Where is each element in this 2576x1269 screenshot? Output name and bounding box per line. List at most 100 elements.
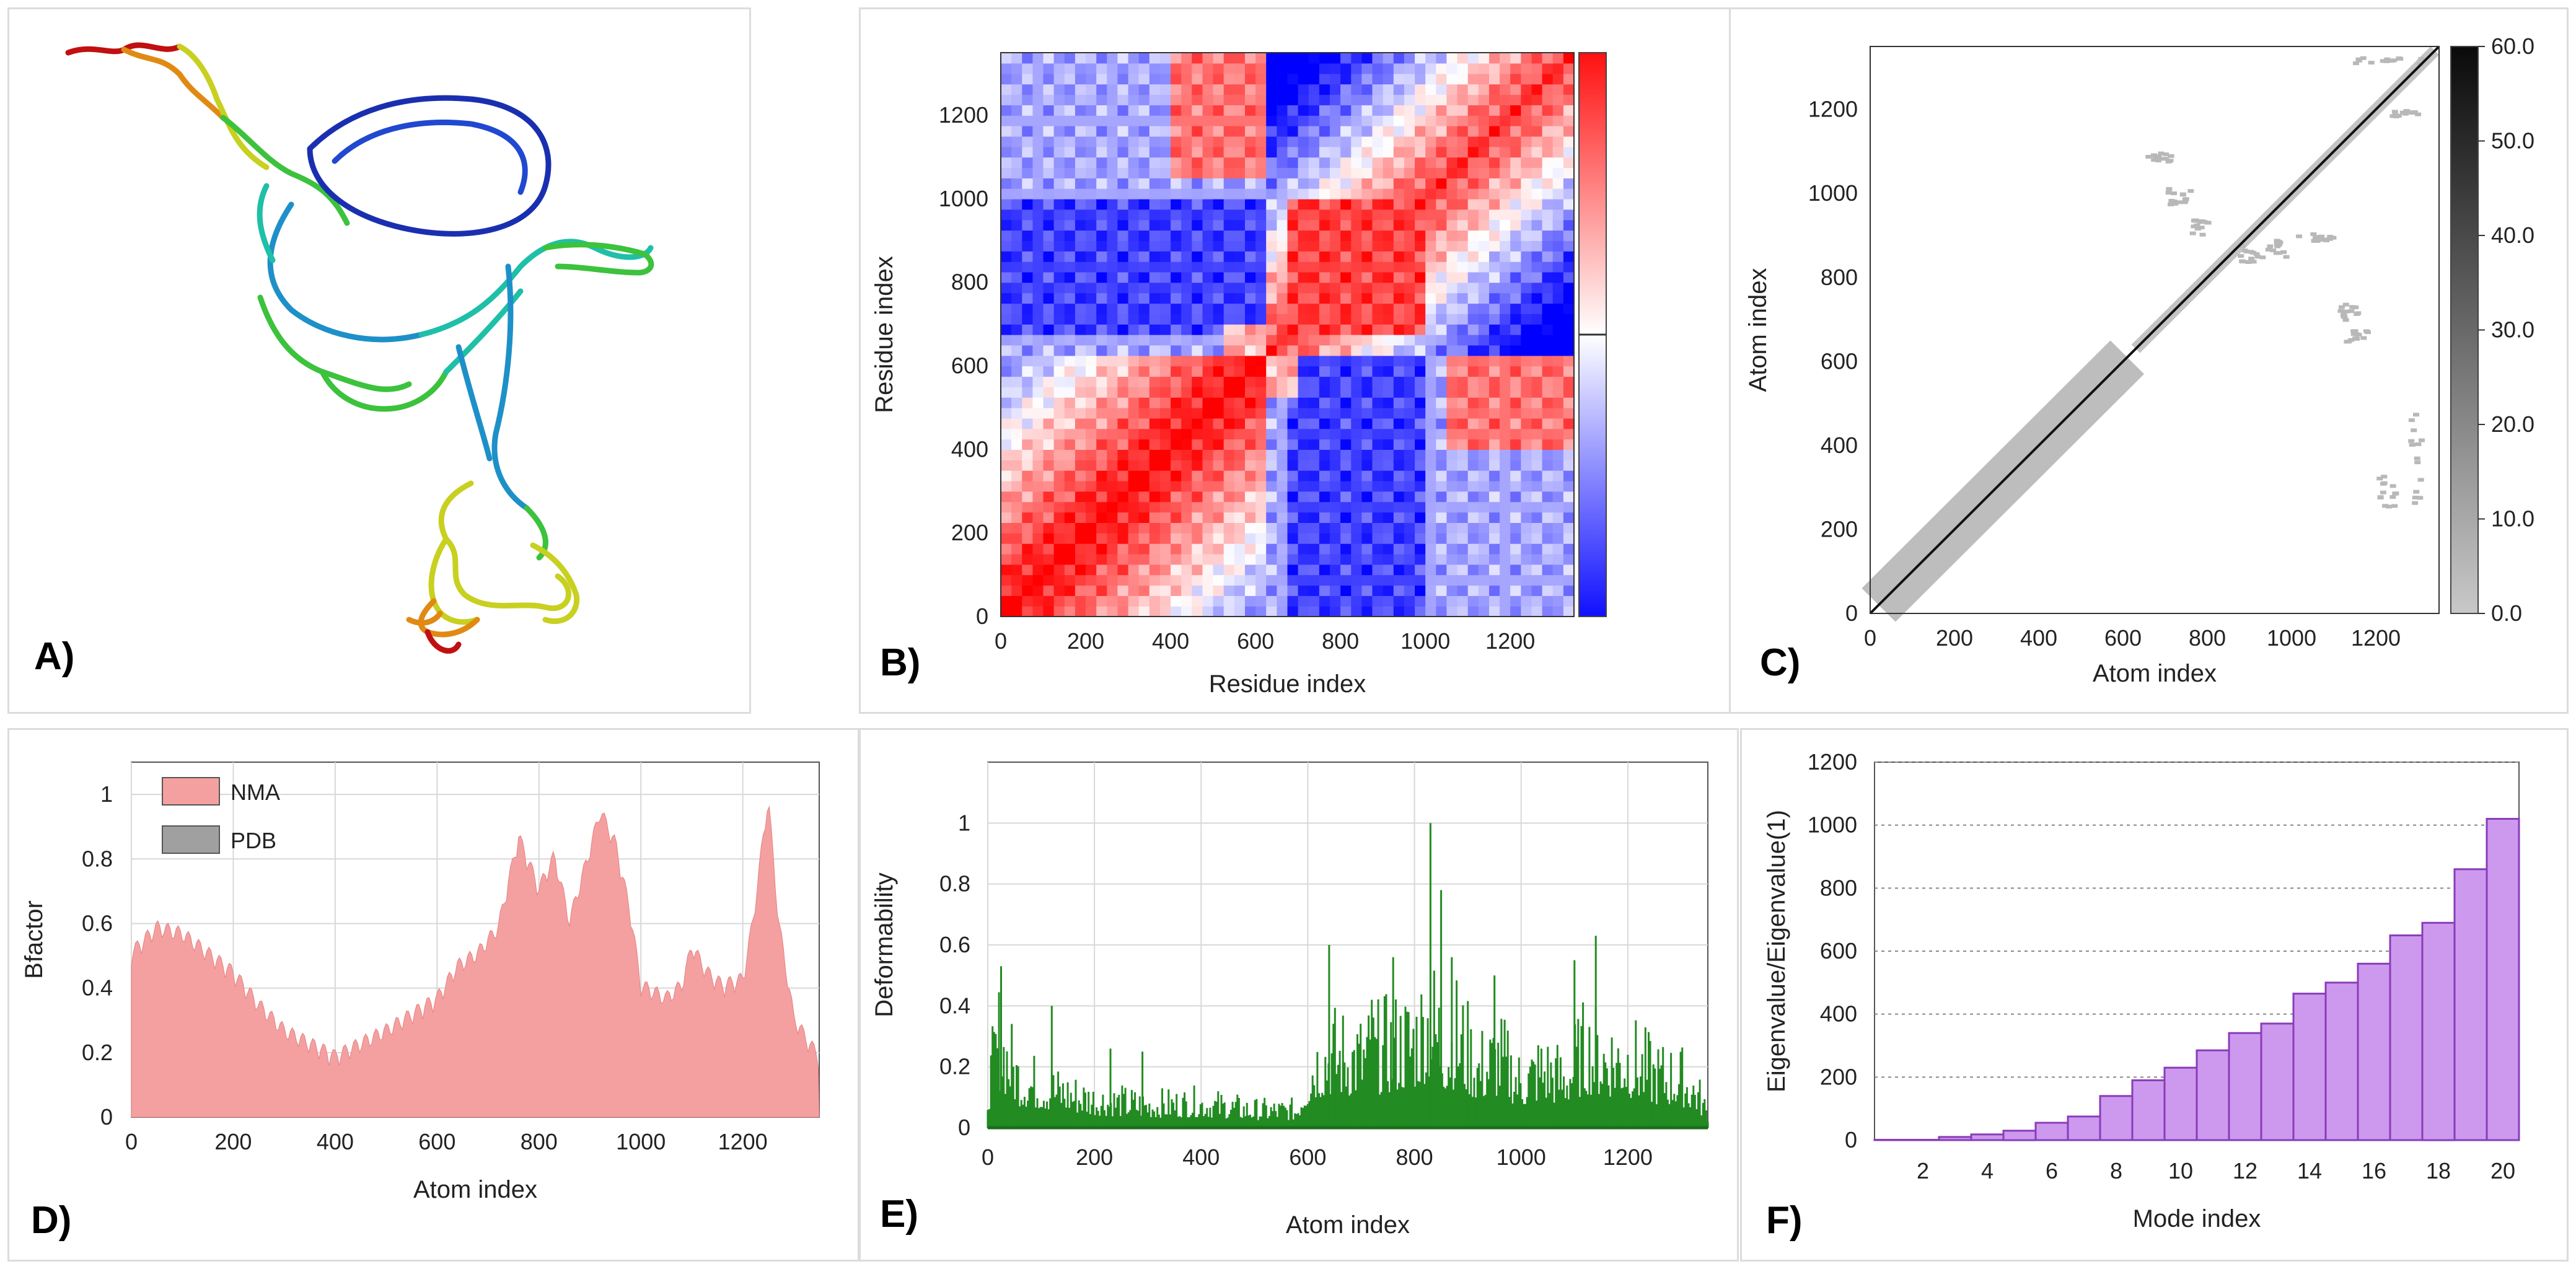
heatmap-cell — [1043, 366, 1055, 377]
heatmap-cell — [1542, 397, 1554, 408]
heatmap-cell — [1521, 491, 1532, 503]
heatmap-cell — [1489, 553, 1500, 565]
heatmap-cell — [1001, 428, 1012, 440]
heatmap-cell — [1467, 188, 1479, 200]
heatmap-cell — [1043, 230, 1055, 241]
heatmap-cell — [1415, 512, 1426, 523]
heatmap-cell — [1171, 198, 1182, 210]
heatmap-cell — [1531, 491, 1543, 503]
heatmap-cell — [1171, 84, 1182, 95]
heatmap-cell — [1171, 115, 1182, 126]
heatmap-cell — [1287, 219, 1299, 231]
heatmap-cell — [1531, 574, 1543, 586]
heatmap-cell — [1446, 209, 1458, 221]
heatmap-cell — [1213, 282, 1224, 294]
contact-point — [2158, 151, 2165, 156]
heatmap-cell — [1478, 585, 1490, 596]
heatmap-cell — [1404, 418, 1415, 429]
heatmap-cell — [1361, 480, 1373, 492]
heatmap-cell — [1521, 387, 1532, 398]
heatmap-cell — [1181, 501, 1192, 513]
heatmap-cell — [1330, 94, 1341, 105]
heatmap-cell — [1223, 292, 1235, 304]
heatmap-cell — [1022, 94, 1033, 105]
heatmap-cell — [1159, 543, 1171, 555]
heatmap-cell — [1001, 512, 1012, 523]
heatmap-cell — [1202, 105, 1214, 116]
heatmap-cell — [1107, 324, 1118, 335]
heatmap-cell — [1159, 355, 1171, 367]
heatmap-cell — [1011, 408, 1022, 419]
heatmap-cell — [1340, 543, 1352, 555]
heatmap-cell — [1340, 230, 1352, 241]
heatmap-cell — [1383, 512, 1394, 523]
heatmap-cell — [1107, 387, 1118, 398]
heatmap-cell — [1011, 366, 1022, 377]
heatmap-cell — [1446, 240, 1458, 252]
heatmap-cell — [1171, 355, 1182, 367]
heatmap-cell — [1372, 94, 1384, 105]
heatmap-cell — [1393, 292, 1405, 304]
heatmap-cell — [1340, 282, 1352, 294]
heatmap-cell — [1096, 595, 1107, 607]
heatmap-cell — [1181, 271, 1192, 283]
heatmap-cell — [1467, 292, 1479, 304]
heatmap-cell — [1043, 460, 1055, 471]
heatmap-cell — [1138, 188, 1150, 200]
heatmap-cell — [1234, 408, 1246, 419]
heatmap-cell — [1531, 63, 1543, 74]
heatmap-cell — [1446, 53, 1458, 64]
heatmap-cell — [1457, 292, 1469, 304]
heatmap-cell — [1277, 188, 1288, 200]
heatmap-cell — [1478, 480, 1490, 492]
heatmap-cell — [1425, 408, 1436, 419]
heatmap-cell — [1298, 188, 1309, 200]
heatmap-cell — [1149, 219, 1161, 231]
heatmap-cell — [1086, 491, 1097, 503]
heatmap-cell — [1510, 198, 1521, 210]
heatmap-cell — [1255, 292, 1267, 304]
heatmap-cell — [1032, 335, 1044, 346]
heatmap-cell — [1361, 553, 1373, 565]
heatmap-cell — [1393, 491, 1405, 503]
heatmap-cell — [1552, 543, 1564, 555]
heatmap-cell — [1128, 136, 1140, 147]
heatmap-cell — [1075, 94, 1086, 105]
heatmap-cell — [1308, 564, 1320, 576]
heatmap-cell — [1192, 606, 1203, 617]
heatmap-cell — [1053, 449, 1065, 460]
heatmap-cell — [1446, 574, 1458, 586]
heatmap-cell — [1245, 366, 1256, 377]
heatmap-cell — [1075, 84, 1086, 95]
heatmap-cell — [1510, 324, 1521, 335]
contact-point — [2412, 501, 2419, 505]
heatmap-cell — [1022, 439, 1033, 450]
heatmap-cell — [1075, 449, 1086, 460]
heatmap-cell — [1287, 585, 1299, 596]
heatmap-cell — [1202, 543, 1214, 555]
heatmap-cell — [1117, 115, 1129, 126]
heatmap-cell — [1415, 63, 1426, 74]
x-axis-label: Atom index — [1286, 1211, 1410, 1239]
heatmap-cell — [1552, 335, 1564, 346]
y-tick-label: 600 — [951, 353, 988, 379]
heatmap-cell — [1542, 188, 1554, 200]
heatmap-cell — [1277, 251, 1288, 262]
heatmap-cell — [1415, 53, 1426, 64]
heatmap-cell — [1531, 366, 1543, 377]
heatmap-cell — [1478, 366, 1490, 377]
heatmap-cell — [1521, 512, 1532, 523]
heatmap-cell — [1234, 73, 1246, 85]
heatmap-cell — [1298, 63, 1309, 74]
heatmap-cell — [1022, 355, 1033, 367]
heatmap-cell — [1415, 522, 1426, 534]
heatmap-cell — [1308, 292, 1320, 304]
heatmap-cell — [1404, 115, 1415, 126]
heatmap-cell — [1372, 512, 1384, 523]
heatmap-cell — [1001, 178, 1012, 189]
heatmap-cell — [1298, 606, 1309, 617]
heatmap-cell — [1330, 470, 1341, 481]
heatmap-cell — [1383, 261, 1394, 273]
heatmap-cell — [1393, 366, 1405, 377]
y-tick-label: 800 — [1820, 875, 1857, 900]
